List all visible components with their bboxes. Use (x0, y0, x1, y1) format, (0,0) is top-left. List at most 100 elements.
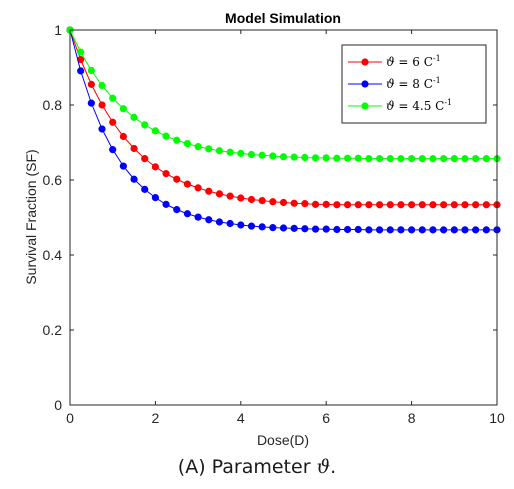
data-point (237, 194, 245, 202)
legend-item: ϑ = 6 C-1 (348, 54, 441, 69)
data-point (397, 226, 405, 234)
data-point (194, 213, 202, 221)
data-point (301, 153, 309, 162)
data-point (183, 140, 192, 148)
y-axis-label: Survival Fraction (SF) (23, 149, 39, 284)
data-point (482, 201, 490, 209)
data-point (119, 105, 127, 113)
data-point (461, 226, 469, 234)
x-tick-label: 2 (152, 410, 160, 426)
data-point (247, 195, 256, 204)
data-point (130, 113, 138, 121)
data-point (386, 226, 394, 234)
data-point (343, 225, 352, 234)
data-point (397, 155, 405, 163)
data-point (87, 80, 95, 88)
data-point (279, 198, 288, 207)
x-tick-label: 4 (237, 410, 245, 426)
data-point (173, 175, 181, 183)
legend-item: ϑ = 4.5 C-1 (348, 98, 452, 113)
data-point (119, 132, 127, 141)
data-point (194, 143, 202, 151)
legend-label: ϑ = 4.5 C-1 (386, 98, 452, 113)
data-point (354, 225, 362, 234)
data-point (343, 201, 352, 209)
data-point (258, 197, 266, 205)
data-point (354, 201, 362, 209)
data-point (429, 201, 437, 209)
data-point (98, 101, 106, 109)
data-point (322, 225, 330, 233)
data-point (408, 226, 416, 234)
data-point (162, 132, 170, 140)
data-point (322, 200, 330, 208)
data-point (311, 154, 320, 162)
data-point (279, 153, 288, 161)
legend-marker (361, 80, 369, 88)
x-tick-label: 10 (489, 410, 505, 426)
y-tick-label: 0.6 (43, 172, 63, 188)
data-point (333, 225, 341, 234)
data-point (375, 155, 384, 163)
x-tick-label: 8 (408, 410, 416, 426)
data-point (418, 201, 426, 209)
data-point (408, 201, 416, 209)
data-point (408, 155, 416, 163)
data-point (226, 219, 234, 228)
caption-prefix: (A) Parameter (177, 456, 317, 478)
data-point (151, 127, 159, 135)
data-point (365, 226, 373, 234)
data-point (343, 154, 352, 162)
data-point (290, 153, 298, 161)
data-point (440, 201, 448, 209)
data-point (247, 222, 256, 230)
y-tick-label: 0 (54, 397, 62, 413)
data-point (183, 180, 192, 188)
data-point (205, 145, 213, 153)
data-point (482, 226, 490, 234)
data-point (472, 155, 480, 163)
data-point (226, 148, 234, 156)
data-point (109, 146, 117, 154)
data-point (450, 226, 458, 234)
chart: 0 2 4 6 8 10 0 0.2 0.4 0.6 0.8 1 Model Simulation D… (23, 10, 505, 448)
data-point (77, 56, 85, 64)
data-point (290, 199, 298, 207)
data-point (397, 201, 405, 209)
x-tick-label: 6 (322, 410, 330, 426)
data-point (215, 218, 224, 226)
data-point (258, 151, 266, 159)
legend-marker (361, 58, 369, 66)
data-point (418, 226, 426, 234)
data-point (183, 210, 192, 218)
data-point (301, 200, 309, 208)
caption-suffix: . (330, 456, 337, 478)
data-point (205, 216, 213, 224)
data-point (215, 147, 224, 155)
data-point (130, 144, 138, 153)
y-tick-label: 0.8 (43, 97, 63, 113)
data-point (301, 225, 309, 233)
data-point (269, 198, 277, 206)
data-point (472, 226, 480, 234)
data-point (386, 155, 394, 163)
data-point (450, 155, 458, 163)
data-point (429, 226, 437, 234)
data-point (375, 226, 384, 234)
data-point (98, 125, 106, 133)
data-point (461, 201, 469, 209)
series-layer (66, 26, 501, 234)
chart-title: Model Simulation (225, 10, 341, 26)
data-point (322, 154, 330, 162)
data-point (279, 224, 288, 232)
ticks-layer: 0 2 4 6 8 10 0 0.2 0.4 0.6 0.8 1 (43, 22, 505, 426)
data-point (472, 201, 480, 209)
caption-symbol: ϑ (316, 456, 331, 478)
data-point (269, 224, 277, 232)
data-point (141, 155, 149, 163)
data-point (109, 118, 117, 126)
data-point (98, 81, 106, 90)
data-point (429, 155, 437, 163)
data-point (130, 175, 138, 183)
data-point (247, 150, 256, 159)
